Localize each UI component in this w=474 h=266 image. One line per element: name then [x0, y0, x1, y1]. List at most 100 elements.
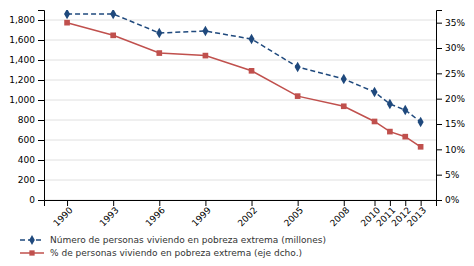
tick-label: 0	[29, 195, 35, 205]
y-axis-tick: 1,800	[9, 15, 44, 25]
y-axis-tick: 400	[18, 155, 44, 165]
tick-label: 10%	[445, 145, 465, 155]
tick-label: 1,200	[9, 75, 35, 85]
point	[295, 62, 301, 73]
point	[248, 34, 254, 45]
x-axis-tick: 2008	[328, 200, 351, 228]
point	[341, 74, 347, 85]
legend-marker	[29, 250, 34, 255]
tick-mark	[436, 23, 442, 24]
x-axis-tick: 2013	[405, 200, 428, 228]
chart: 1990199319961999200220052008201020112012…	[0, 0, 474, 266]
tick-label: 200	[18, 175, 35, 185]
series-line	[67, 23, 421, 147]
y2-axis-tick: 35%	[436, 18, 465, 28]
point	[203, 53, 209, 59]
tick-label: 1993	[98, 205, 121, 228]
tick-label: 2008	[328, 205, 351, 228]
tick-label: 400	[18, 155, 35, 165]
tick-mark	[38, 40, 44, 41]
y-axis-tick: 200	[18, 175, 44, 185]
tick-label: 800	[18, 115, 35, 125]
point	[418, 144, 424, 150]
legend: Número de personas viviendo en pobreza e…	[20, 235, 326, 258]
tick-label: 600	[18, 135, 35, 145]
y-axis-tick: 600	[18, 135, 44, 145]
tick-mark	[38, 100, 44, 101]
tick-label: 30%	[445, 43, 465, 53]
tick-mark	[436, 149, 442, 150]
y2-axis-tick: 30%	[436, 43, 465, 53]
x-axis-tick: 1999	[190, 200, 213, 228]
tick-label: 1,400	[9, 55, 35, 65]
point	[295, 93, 301, 99]
point	[418, 117, 424, 128]
tick-mark	[436, 124, 442, 125]
tick-mark	[436, 48, 442, 49]
y-axis-tick: 1,400	[9, 55, 44, 65]
tick-label: 1,800	[9, 15, 35, 25]
tick-label: 2013	[405, 205, 428, 228]
grid-line	[44, 100, 436, 101]
x-axis-tick: 2002	[236, 200, 259, 228]
tick-label: 15%	[445, 119, 465, 129]
tick-label: 1996	[144, 205, 167, 228]
y-axis-tick: 0	[29, 195, 44, 205]
tick-label: 1,000	[9, 95, 35, 105]
y2-axis-tick: 20%	[436, 94, 465, 104]
grid-line	[44, 140, 436, 141]
tick-mark	[436, 175, 442, 176]
tick-mark	[38, 120, 44, 121]
point	[402, 134, 408, 140]
tick-label: 2005	[282, 205, 305, 228]
tick-mark	[38, 20, 44, 21]
y-axis-line	[38, 11, 45, 201]
y2-axis-tick: 15%	[436, 119, 465, 129]
x-axis-tick: 1996	[144, 200, 167, 228]
y-axis-tick: 1,000	[9, 95, 44, 105]
tick-label: 1,600	[9, 35, 35, 45]
tick-label: 2002	[236, 205, 259, 228]
y2-axis-tick: 5%	[436, 170, 460, 180]
legend-item: Número de personas viviendo en pobreza e…	[20, 235, 326, 245]
grid-line	[44, 60, 436, 61]
tick-mark	[38, 60, 44, 61]
tick-label: 1990	[51, 205, 74, 228]
grid-line	[44, 20, 436, 21]
tick-label: 25%	[445, 69, 465, 79]
grid-line	[44, 160, 436, 161]
tick-label: 20%	[445, 94, 465, 104]
point	[402, 105, 408, 116]
tick-mark	[38, 140, 44, 141]
y-axis: 0 200 400 600 800 1,000 1,200 1,400 1,600 1,800	[9, 11, 44, 206]
tick-mark	[436, 73, 442, 74]
legend-item: % de personas viviendo en pobreza extrem…	[20, 248, 302, 258]
tick-mark	[436, 200, 442, 201]
x-axis-tick: 1990	[51, 200, 74, 228]
tick-mark	[436, 99, 442, 100]
point	[110, 10, 116, 19]
grid-line	[44, 40, 436, 41]
tick-mark	[38, 160, 44, 161]
tick-label: 1999	[190, 205, 213, 228]
point	[156, 28, 162, 39]
point	[202, 26, 208, 37]
point	[387, 99, 393, 110]
tick-label: 35%	[445, 18, 465, 28]
point	[249, 68, 255, 74]
grid	[44, 20, 436, 200]
y2-axis: 0% 5% 10% 15% 20% 25% 30% 35%	[436, 11, 465, 206]
x-axis-tick: 2005	[282, 200, 305, 228]
grid-line	[44, 180, 436, 181]
x-axis-tick: 1993	[98, 200, 121, 228]
y2-axis-tick: 0%	[436, 195, 460, 205]
tick-label: 5%	[445, 170, 460, 180]
tick-label: 0%	[445, 195, 460, 205]
plot-area	[64, 10, 424, 150]
tick-mark	[38, 200, 44, 201]
point	[341, 103, 347, 109]
y-axis-tick: 800	[18, 115, 44, 125]
point	[372, 119, 378, 125]
point	[110, 33, 116, 39]
x-axis: 1990199319961999200220052008201020112012…	[45, 200, 437, 228]
